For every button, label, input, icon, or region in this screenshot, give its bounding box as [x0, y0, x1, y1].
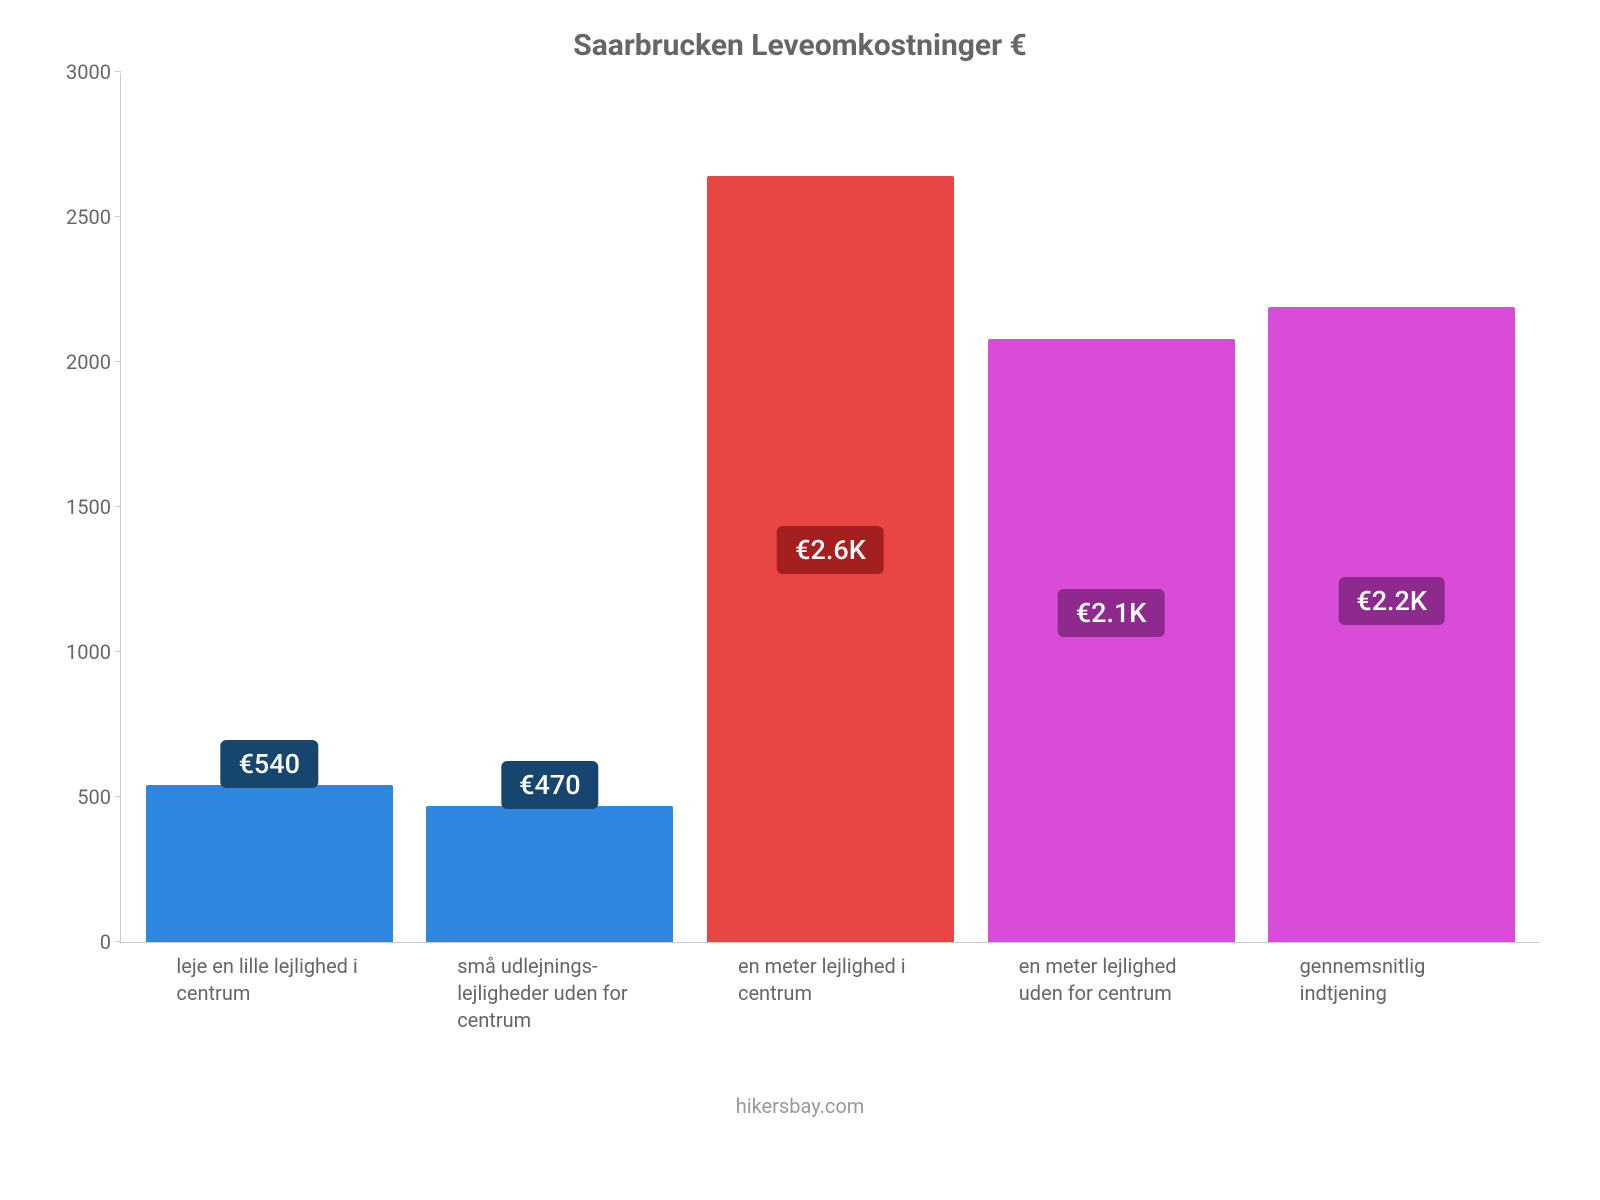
y-tick-label: 1000 — [41, 640, 111, 664]
bar-value-badge: €540 — [221, 740, 318, 788]
y-tick-mark — [115, 216, 121, 217]
y-tick-label: 500 — [41, 785, 111, 809]
chart-footer: hikersbay.com — [40, 1094, 1560, 1118]
bar-slot: €2.2K — [1251, 73, 1532, 942]
chart-title: Saarbrucken Leveomkostninger € — [40, 28, 1560, 63]
bar-slot: €470 — [410, 73, 691, 942]
y-tick-mark — [115, 506, 121, 507]
chart-container: Saarbrucken Leveomkostninger € €540€470€… — [0, 0, 1600, 1200]
y-tick-label: 1500 — [41, 495, 111, 519]
x-axis-label: en meter lejlighed i centrum — [730, 953, 930, 1034]
x-axis-label: små udlejnings-lejligheder uden for cent… — [449, 953, 649, 1034]
plot-area: €540€470€2.6K€2.1K€2.2K 0500100015002000… — [120, 73, 1540, 943]
bar-slot: €540 — [129, 73, 410, 942]
bars-row: €540€470€2.6K€2.1K€2.2K — [121, 73, 1540, 942]
bar-value-badge: €2.2K — [1338, 577, 1445, 625]
bar-value-badge: €2.1K — [1058, 589, 1165, 637]
y-tick-label: 2500 — [41, 205, 111, 229]
bar: €2.6K — [707, 176, 954, 942]
y-tick-label: 0 — [41, 930, 111, 954]
x-axis-labels: leje en lille lejlighed i centrum små udl… — [120, 943, 1540, 1034]
bar-slot: €2.1K — [971, 73, 1252, 942]
y-tick-label: 3000 — [41, 60, 111, 84]
bar-value-badge: €2.6K — [777, 526, 884, 574]
bar-value-badge: €470 — [501, 761, 598, 809]
y-tick-mark — [115, 796, 121, 797]
x-axis-label: gennemsnitlig indtjening — [1292, 953, 1492, 1034]
y-tick-mark — [115, 941, 121, 942]
bar-slot: €2.6K — [690, 73, 971, 942]
bar: €540 — [146, 785, 393, 942]
y-tick-label: 2000 — [41, 350, 111, 374]
bar: €2.1K — [988, 339, 1235, 942]
x-axis-label: leje en lille lejlighed i centrum — [168, 953, 368, 1034]
bar: €2.2K — [1268, 307, 1515, 942]
y-tick-mark — [115, 651, 121, 652]
y-tick-mark — [115, 361, 121, 362]
y-tick-mark — [115, 71, 121, 72]
bar: €470 — [426, 806, 673, 942]
x-axis-label: en meter lejlighed uden for centrum — [1011, 953, 1211, 1034]
